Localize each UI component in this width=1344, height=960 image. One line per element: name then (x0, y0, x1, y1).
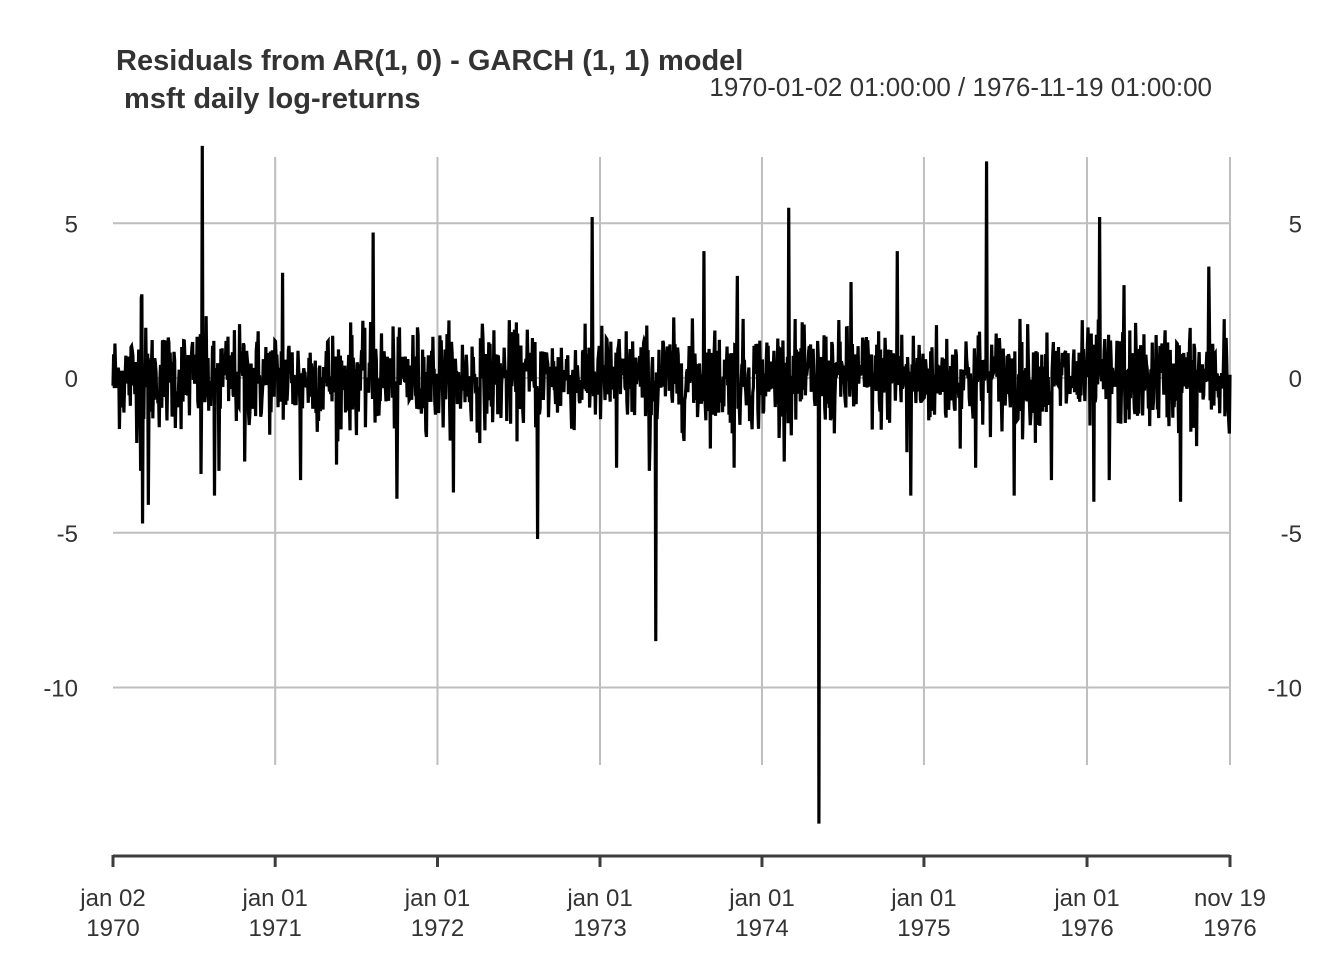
vertical-gridlines (274, 157, 1231, 765)
y-tick-label-left: -10 (43, 676, 78, 703)
x-tick-label-year: 1971 (248, 915, 301, 942)
chart-title-line-1: Residuals from AR(1, 0) - GARCH (1, 1) m… (116, 45, 743, 77)
x-tick-label-year: 1974 (735, 915, 788, 942)
x-tick-label-year: 1970 (86, 915, 139, 942)
x-tick-label-year: 1973 (573, 915, 626, 942)
y-tick-label-right: 0 (1289, 366, 1302, 393)
x-tick-label-year: 1972 (411, 915, 464, 942)
horizontal-gridlines (113, 222, 1230, 689)
x-tick-label-date: nov 19 (1194, 885, 1266, 912)
x-axis: jan 02 1970 jan 01 1971 jan 01 1972 jan 01 1973… (79, 854, 1266, 942)
y-tick-label-left: 5 (65, 211, 78, 238)
x-tick-label-year: 1976 (1060, 915, 1113, 942)
x-tick-label-date: jan 01 (1053, 885, 1119, 912)
x-tick-label-year: 1975 (897, 915, 950, 942)
y-tick-label-left: 0 (65, 366, 78, 393)
x-tick-label-date: jan 01 (728, 885, 794, 912)
x-tick-label-date: jan 02 (79, 885, 145, 912)
date-range-label: 1970-01-02 01:00:00 / 1976-11-19 01:00:0… (709, 72, 1212, 102)
y-axis-right-labels: 5 0 -5 -10 (1267, 211, 1302, 702)
chart-title-line-2: msft daily log-returns (116, 83, 421, 115)
y-axis-left-labels: 5 0 -5 -10 (43, 211, 78, 702)
x-tick-label-date: jan 01 (404, 885, 470, 912)
y-tick-label-right: 5 (1289, 211, 1302, 238)
y-tick-label-left: -5 (57, 521, 78, 548)
x-tick-label-year: 1976 (1203, 915, 1256, 942)
x-tick-label-date: jan 01 (241, 885, 307, 912)
y-tick-label-right: -10 (1267, 676, 1302, 703)
x-tick-label-date: jan 01 (566, 885, 632, 912)
y-tick-label-right: -5 (1281, 521, 1302, 548)
x-tick-label-date: jan 01 (890, 885, 956, 912)
residuals-series-line (111, 145, 1232, 824)
